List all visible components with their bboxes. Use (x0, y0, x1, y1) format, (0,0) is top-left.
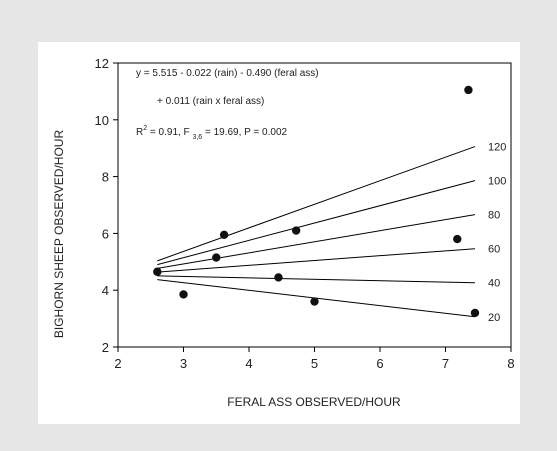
fit-line-label-80: 80 (488, 210, 500, 222)
data-point (153, 267, 162, 276)
data-point (212, 253, 221, 262)
r-squared-exponent: 2 (143, 125, 147, 132)
r-squared-r: R (136, 127, 143, 138)
x-tick-label: 4 (245, 356, 252, 371)
y-tick-label: 12 (95, 56, 109, 71)
r-squared-value: = 0.91, F (147, 127, 192, 138)
x-tick-label: 7 (442, 356, 449, 371)
fit-lines: 120 100 80 60 40 20 (157, 142, 506, 324)
x-tick-label: 5 (311, 356, 318, 371)
f-and-p-values: = 19.69, P = 0.002 (202, 127, 287, 138)
y-axis-title: BIGHORN SHEEP OBSERVED/HOUR (52, 130, 66, 339)
y-tick-label: 10 (95, 113, 109, 128)
regression-chart: 2 3 4 5 6 7 8 2 4 6 8 10 12 120 100 80 60 40 20 BIGHORN S… (52, 56, 515, 409)
x-tick-label: 3 (180, 356, 187, 371)
figure-panel: 2 3 4 5 6 7 8 2 4 6 8 10 12 120 100 80 60 40 20 BIGHORN S… (38, 42, 520, 424)
y-tick-label: 2 (102, 340, 109, 355)
fit-statistics: R2 = 0.91, F 3,6 = 19.69, P = 0.002 (136, 125, 288, 141)
fit-line-label-20: 20 (488, 312, 500, 324)
y-tick-label: 6 (102, 226, 109, 241)
data-point (291, 226, 301, 235)
y-tick-label: 8 (102, 170, 109, 185)
fit-line-label-100: 100 (488, 176, 506, 188)
fit-line-label-60: 60 (488, 244, 500, 256)
x-tick-label: 8 (507, 356, 514, 371)
x-tick-label: 2 (114, 356, 121, 371)
fit-line-label-40: 40 (488, 278, 500, 290)
f-subscript: 3,6 (192, 134, 202, 141)
data-point (310, 297, 319, 306)
data-points (153, 85, 480, 318)
fit-line-rain-60 (157, 248, 476, 273)
y-tick-label: 4 (102, 283, 109, 298)
data-point (274, 273, 283, 282)
data-point (219, 230, 229, 240)
equation-line-2: + 0.011 (rain x feral ass) (157, 96, 264, 107)
data-point (179, 290, 188, 299)
axes: 2 3 4 5 6 7 8 2 4 6 8 10 12 (95, 56, 515, 371)
fit-line-rain-120 (157, 146, 476, 262)
fit-line-rain-80 (157, 214, 476, 269)
data-point (464, 85, 473, 95)
equation-line-1: y = 5.515 - 0.022 (rain) - 0.490 (feral … (136, 68, 319, 79)
data-point (453, 234, 462, 244)
x-tick-label: 6 (376, 356, 383, 371)
fit-line-rain-40 (157, 275, 475, 284)
x-axis-title: FERAL ASS OBSERVED/HOUR (227, 395, 401, 409)
fit-line-label-120: 120 (488, 142, 506, 154)
data-point (470, 308, 480, 318)
fit-line-rain-100 (157, 180, 476, 266)
